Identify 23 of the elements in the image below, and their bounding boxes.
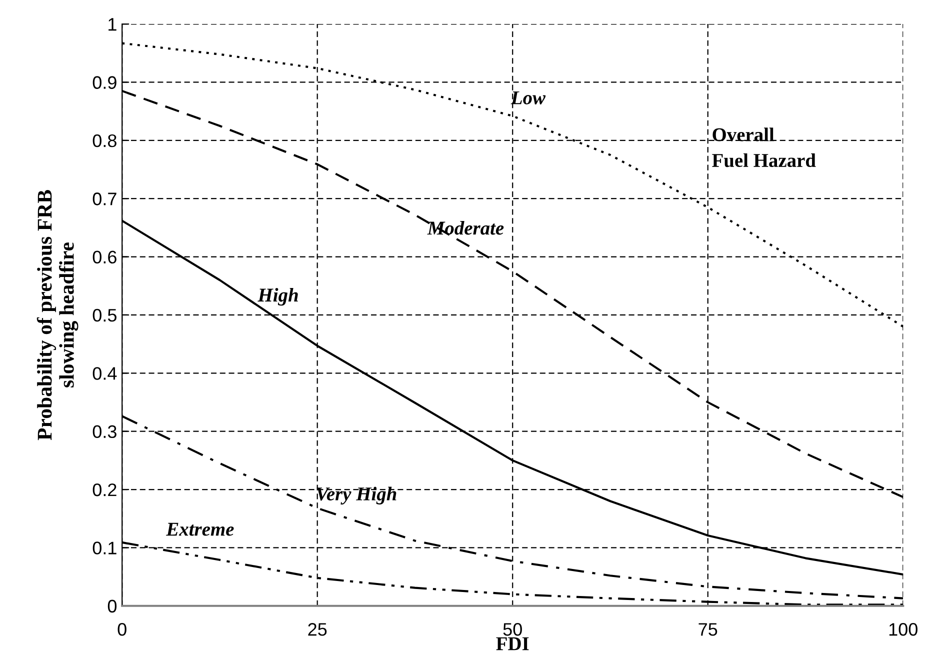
y-tick-label: 0.5 [92, 308, 116, 322]
y-tick-label: 0.8 [92, 134, 116, 148]
y-tick-label: 1 [108, 18, 116, 31]
series-label: Very High [316, 486, 396, 504]
x-tick-label: 100 [889, 623, 918, 636]
x-tick-label: 0 [118, 623, 126, 636]
x-tick-label: 75 [698, 623, 718, 636]
y-tick-label: 0.3 [92, 425, 116, 438]
y-axis-title: Probability of previous FRB slowing headfire [36, 190, 78, 440]
series-label: High [258, 288, 298, 306]
x-tick-label: 25 [308, 623, 327, 636]
series-label: Moderate [427, 221, 504, 235]
y-tick-label: 0.6 [92, 250, 116, 264]
y-tick-label: 0.9 [92, 76, 116, 89]
y-tick-label: 0.4 [92, 367, 117, 380]
y-tick-label: 0.7 [92, 192, 116, 206]
y-tick-label: 0 [108, 600, 117, 613]
x-tick-label: 50 [503, 623, 522, 636]
x-axis-title: FDI [496, 637, 529, 650]
y-tick-label: 0.1 [92, 542, 116, 554]
y-tick-label: 0.2 [92, 483, 116, 496]
series-label: Low [510, 91, 546, 104]
series-label: Extreme [166, 522, 234, 536]
